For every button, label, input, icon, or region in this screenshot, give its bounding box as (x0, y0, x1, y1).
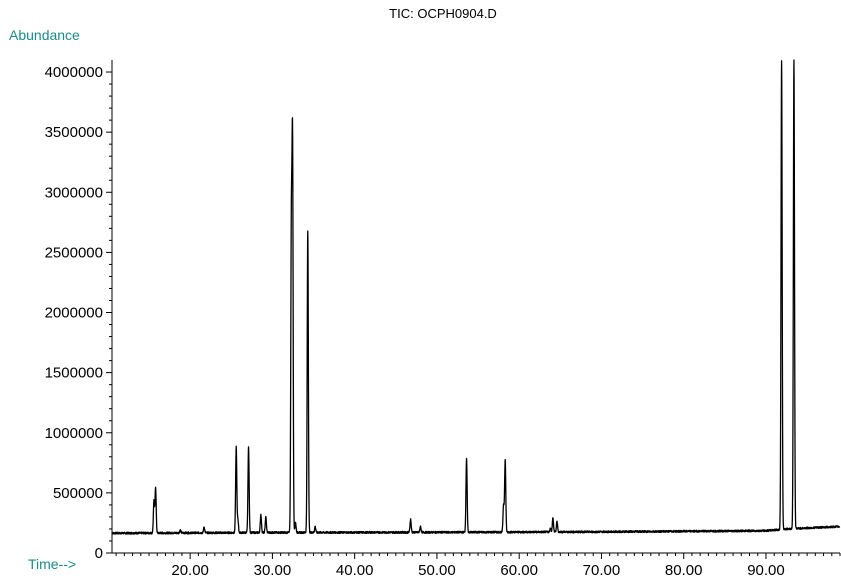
x-tick-label: 40.00 (336, 562, 374, 579)
x-axis-label: Time--> (28, 556, 76, 572)
y-axis-ticks: 0 500000 1000000 1500000 2000000 2500000 30000… (45, 64, 112, 562)
y-axis-label: Abundance (9, 27, 80, 43)
x-tick-label: 50.00 (418, 562, 456, 579)
x-tick-label: 80.00 (665, 562, 703, 579)
tic-trace-line (111, 59, 841, 535)
x-tick-label: 30.00 (254, 562, 292, 579)
y-tick-label: 2500000 (45, 244, 103, 261)
y-tick-label: 0 (95, 545, 103, 562)
x-tick-label: 90.00 (747, 562, 785, 579)
x-tick-label: 20.00 (171, 562, 209, 579)
y-tick-label: 3500000 (45, 124, 103, 141)
y-tick-label: 4000000 (45, 64, 103, 81)
y-tick-label: 1000000 (45, 425, 103, 442)
y-tick-label: 3000000 (45, 184, 103, 201)
y-tick-label: 1500000 (45, 365, 103, 382)
y-tick-label: 500000 (53, 485, 103, 502)
y-tick-label: 2000000 (45, 305, 103, 322)
chart-title: TIC: OCPH0904.D (389, 6, 497, 21)
x-tick-label: 70.00 (583, 562, 621, 579)
x-axis-ticks: 20.00 30.00 40.00 50.00 60.00 70.00 80.00 90.00 (115, 553, 841, 579)
axes (111, 60, 840, 554)
x-tick-label: 60.00 (500, 562, 538, 579)
